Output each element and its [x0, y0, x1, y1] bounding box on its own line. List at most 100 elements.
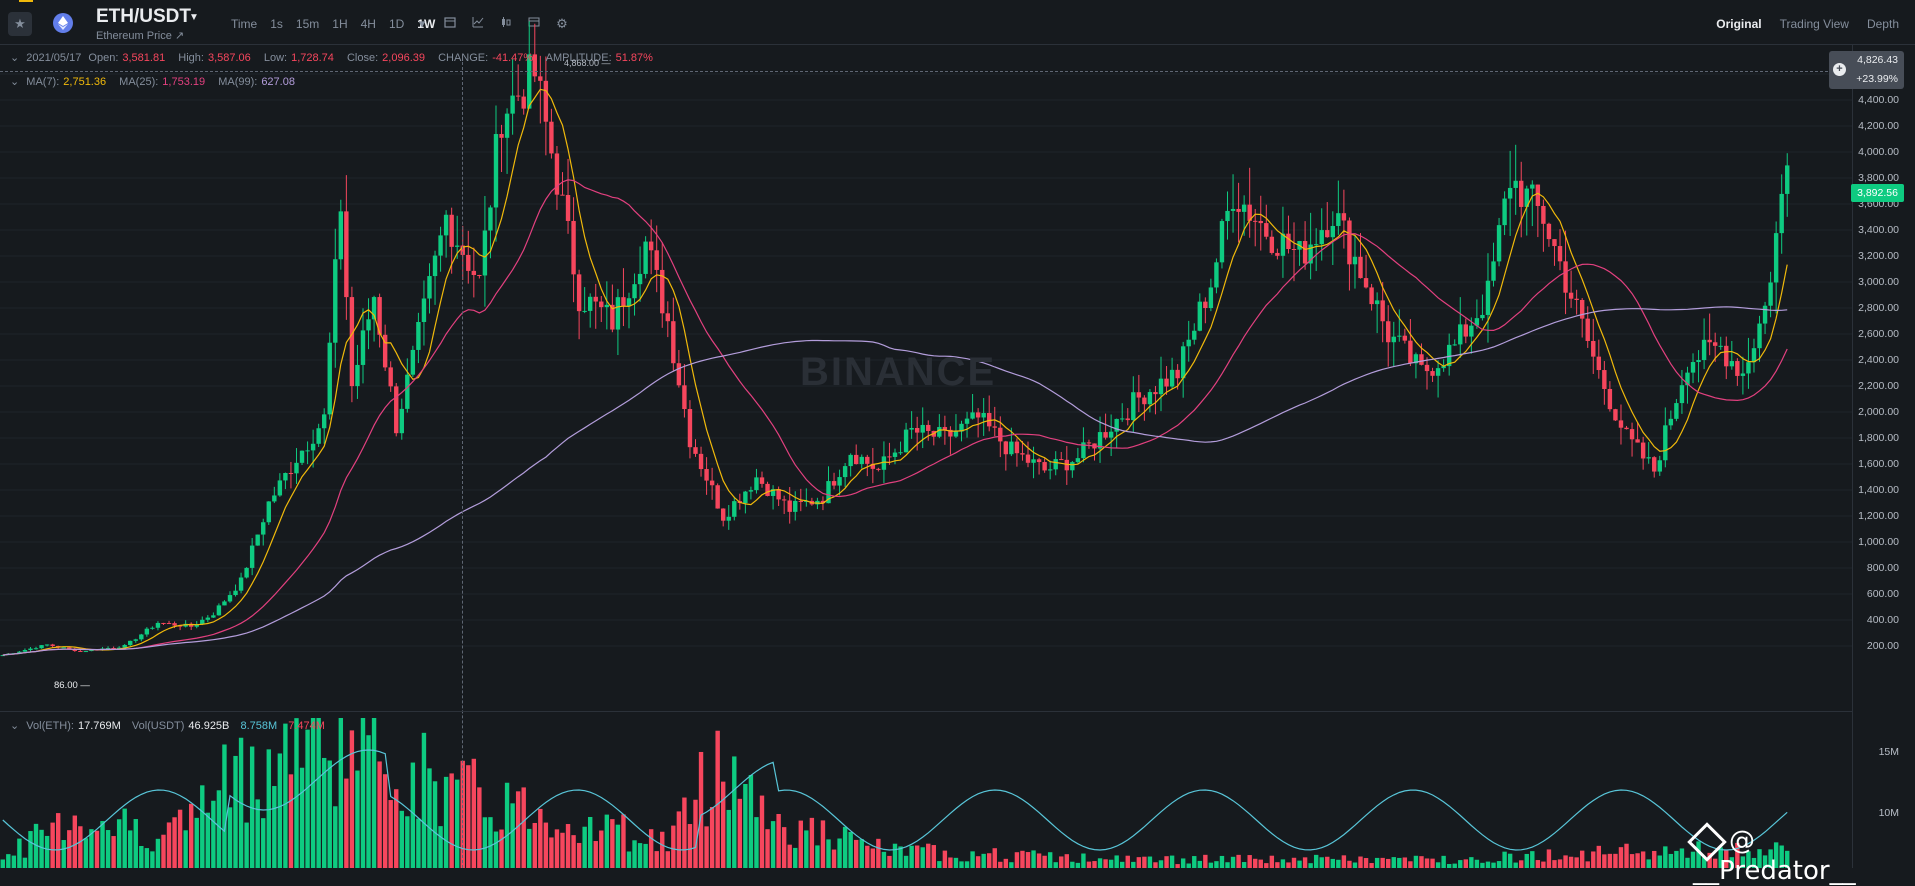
candle-body: [1629, 429, 1635, 440]
candle-body: [377, 297, 382, 335]
volume-bar: [55, 813, 61, 868]
candle-body: [527, 54, 532, 109]
volume-bar: [1657, 855, 1662, 868]
volume-bar: [382, 774, 388, 868]
candle-body: [1097, 432, 1103, 449]
candle-body: [571, 220, 576, 275]
candle-body: [1347, 220, 1352, 265]
volume-bar: [1524, 853, 1529, 868]
open-value: 3,581.81: [122, 52, 166, 64]
volume-bar: [1230, 856, 1236, 868]
candle-type-icon[interactable]: [492, 16, 520, 32]
candle-body: [39, 645, 44, 649]
candle-body: [499, 134, 504, 138]
candle-body: [355, 364, 360, 387]
volume-bar: [1507, 853, 1513, 868]
candle-body: [1219, 221, 1225, 263]
volume-bar: [466, 765, 471, 868]
more-intervals-chevron-icon[interactable]: ▾: [418, 16, 426, 31]
candle-body: [466, 254, 471, 271]
tab-trading-view[interactable]: Trading View: [1779, 17, 1849, 31]
ma25-value: 1,753.19: [162, 76, 206, 88]
favorite-star-icon[interactable]: ★: [8, 12, 32, 36]
volume-ma-line: [2, 749, 1788, 851]
volume-bar: [1175, 864, 1180, 868]
candle-body: [1513, 180, 1518, 188]
price-axis[interactable]: 4,600.004,400.004,200.004,000.003,800.00…: [1852, 44, 1915, 868]
price-tick: 1,800.00: [1858, 432, 1899, 444]
volume-bar: [1568, 856, 1574, 868]
volume-bar: [1147, 856, 1153, 868]
candle-body: [793, 500, 798, 512]
volume-bar: [1053, 862, 1058, 868]
candle-body: [565, 194, 571, 221]
gear-icon[interactable]: ⚙: [556, 16, 568, 31]
volume-bar: [793, 847, 798, 868]
chevron-down-icon[interactable]: ▼: [189, 12, 199, 23]
volume-bar: [111, 836, 116, 868]
candle-body: [399, 408, 404, 434]
volume-bar: [859, 839, 864, 868]
candle-body: [188, 623, 194, 627]
price-tick: 1,400.00: [1858, 484, 1899, 496]
volume-bar: [870, 848, 876, 868]
candle-body: [848, 454, 853, 467]
volume-bar: [482, 817, 488, 868]
interval-time[interactable]: Time: [231, 17, 258, 31]
volume-bar: [499, 829, 504, 868]
collapse-chevron-icon[interactable]: ⌄: [10, 52, 20, 64]
volume-bar: [1585, 861, 1590, 868]
amplitude-label: AMPLITUDE:: [545, 52, 612, 64]
collapse-chevron-icon[interactable]: ⌄: [10, 720, 20, 732]
candle-body: [992, 426, 997, 428]
volume-bar: [637, 843, 643, 868]
interval-1h[interactable]: 1H: [332, 17, 348, 31]
volume-bar: [249, 746, 255, 868]
candle-body: [521, 96, 526, 109]
add-alert-icon[interactable]: +: [1833, 63, 1846, 76]
indicator-icon[interactable]: [464, 16, 492, 32]
current-price-tag: 3,892.56: [1851, 184, 1904, 202]
volume-bar: [1718, 847, 1723, 868]
interval-1d[interactable]: 1D: [388, 17, 405, 31]
volume-bar: [1258, 859, 1263, 868]
symbol-title[interactable]: ETH/USDT: [96, 6, 191, 27]
candle-body: [1142, 397, 1147, 405]
candle-body: [621, 297, 626, 307]
volume-bar: [1513, 862, 1518, 868]
candle-body: [1402, 335, 1408, 341]
close-value: 2,096.39: [382, 52, 425, 64]
tab-original[interactable]: Original: [1716, 17, 1762, 31]
price-chart[interactable]: [0, 0, 1915, 868]
interval-1s[interactable]: 1s: [270, 17, 283, 31]
candle-body: [599, 301, 604, 308]
candle-body: [1663, 425, 1668, 461]
candle-body: [128, 640, 133, 645]
volume-bar: [432, 781, 438, 868]
candle-body: [898, 452, 903, 454]
volume-bar: [1635, 853, 1640, 868]
candle-body: [981, 412, 986, 418]
volume-bar: [588, 816, 593, 868]
calendar-icon[interactable]: [436, 16, 464, 32]
candle-body: [288, 473, 294, 475]
volume-bar: [299, 767, 305, 868]
volume-bar: [632, 840, 637, 868]
volume-bar: [327, 760, 332, 868]
symbol-subtitle-link[interactable]: Ethereum Price ↗: [96, 30, 185, 42]
candle-body: [743, 491, 748, 504]
volume-bar: [1397, 857, 1402, 868]
volume-bar: [892, 843, 898, 868]
interval-15m[interactable]: 15m: [295, 17, 320, 31]
volume-bar: [1469, 857, 1474, 868]
candle-body: [1696, 360, 1701, 363]
interval-1w[interactable]: 1W: [417, 17, 436, 31]
interval-4h[interactable]: 4H: [360, 17, 376, 31]
tab-depth[interactable]: Depth: [1866, 17, 1899, 31]
volume-bar: [931, 845, 936, 868]
volume-bar: [909, 845, 914, 868]
candle-body: [1585, 318, 1590, 341]
volume-bar: [510, 803, 515, 868]
volume-bar: [1330, 858, 1336, 868]
collapse-chevron-icon[interactable]: ⌄: [10, 76, 20, 88]
